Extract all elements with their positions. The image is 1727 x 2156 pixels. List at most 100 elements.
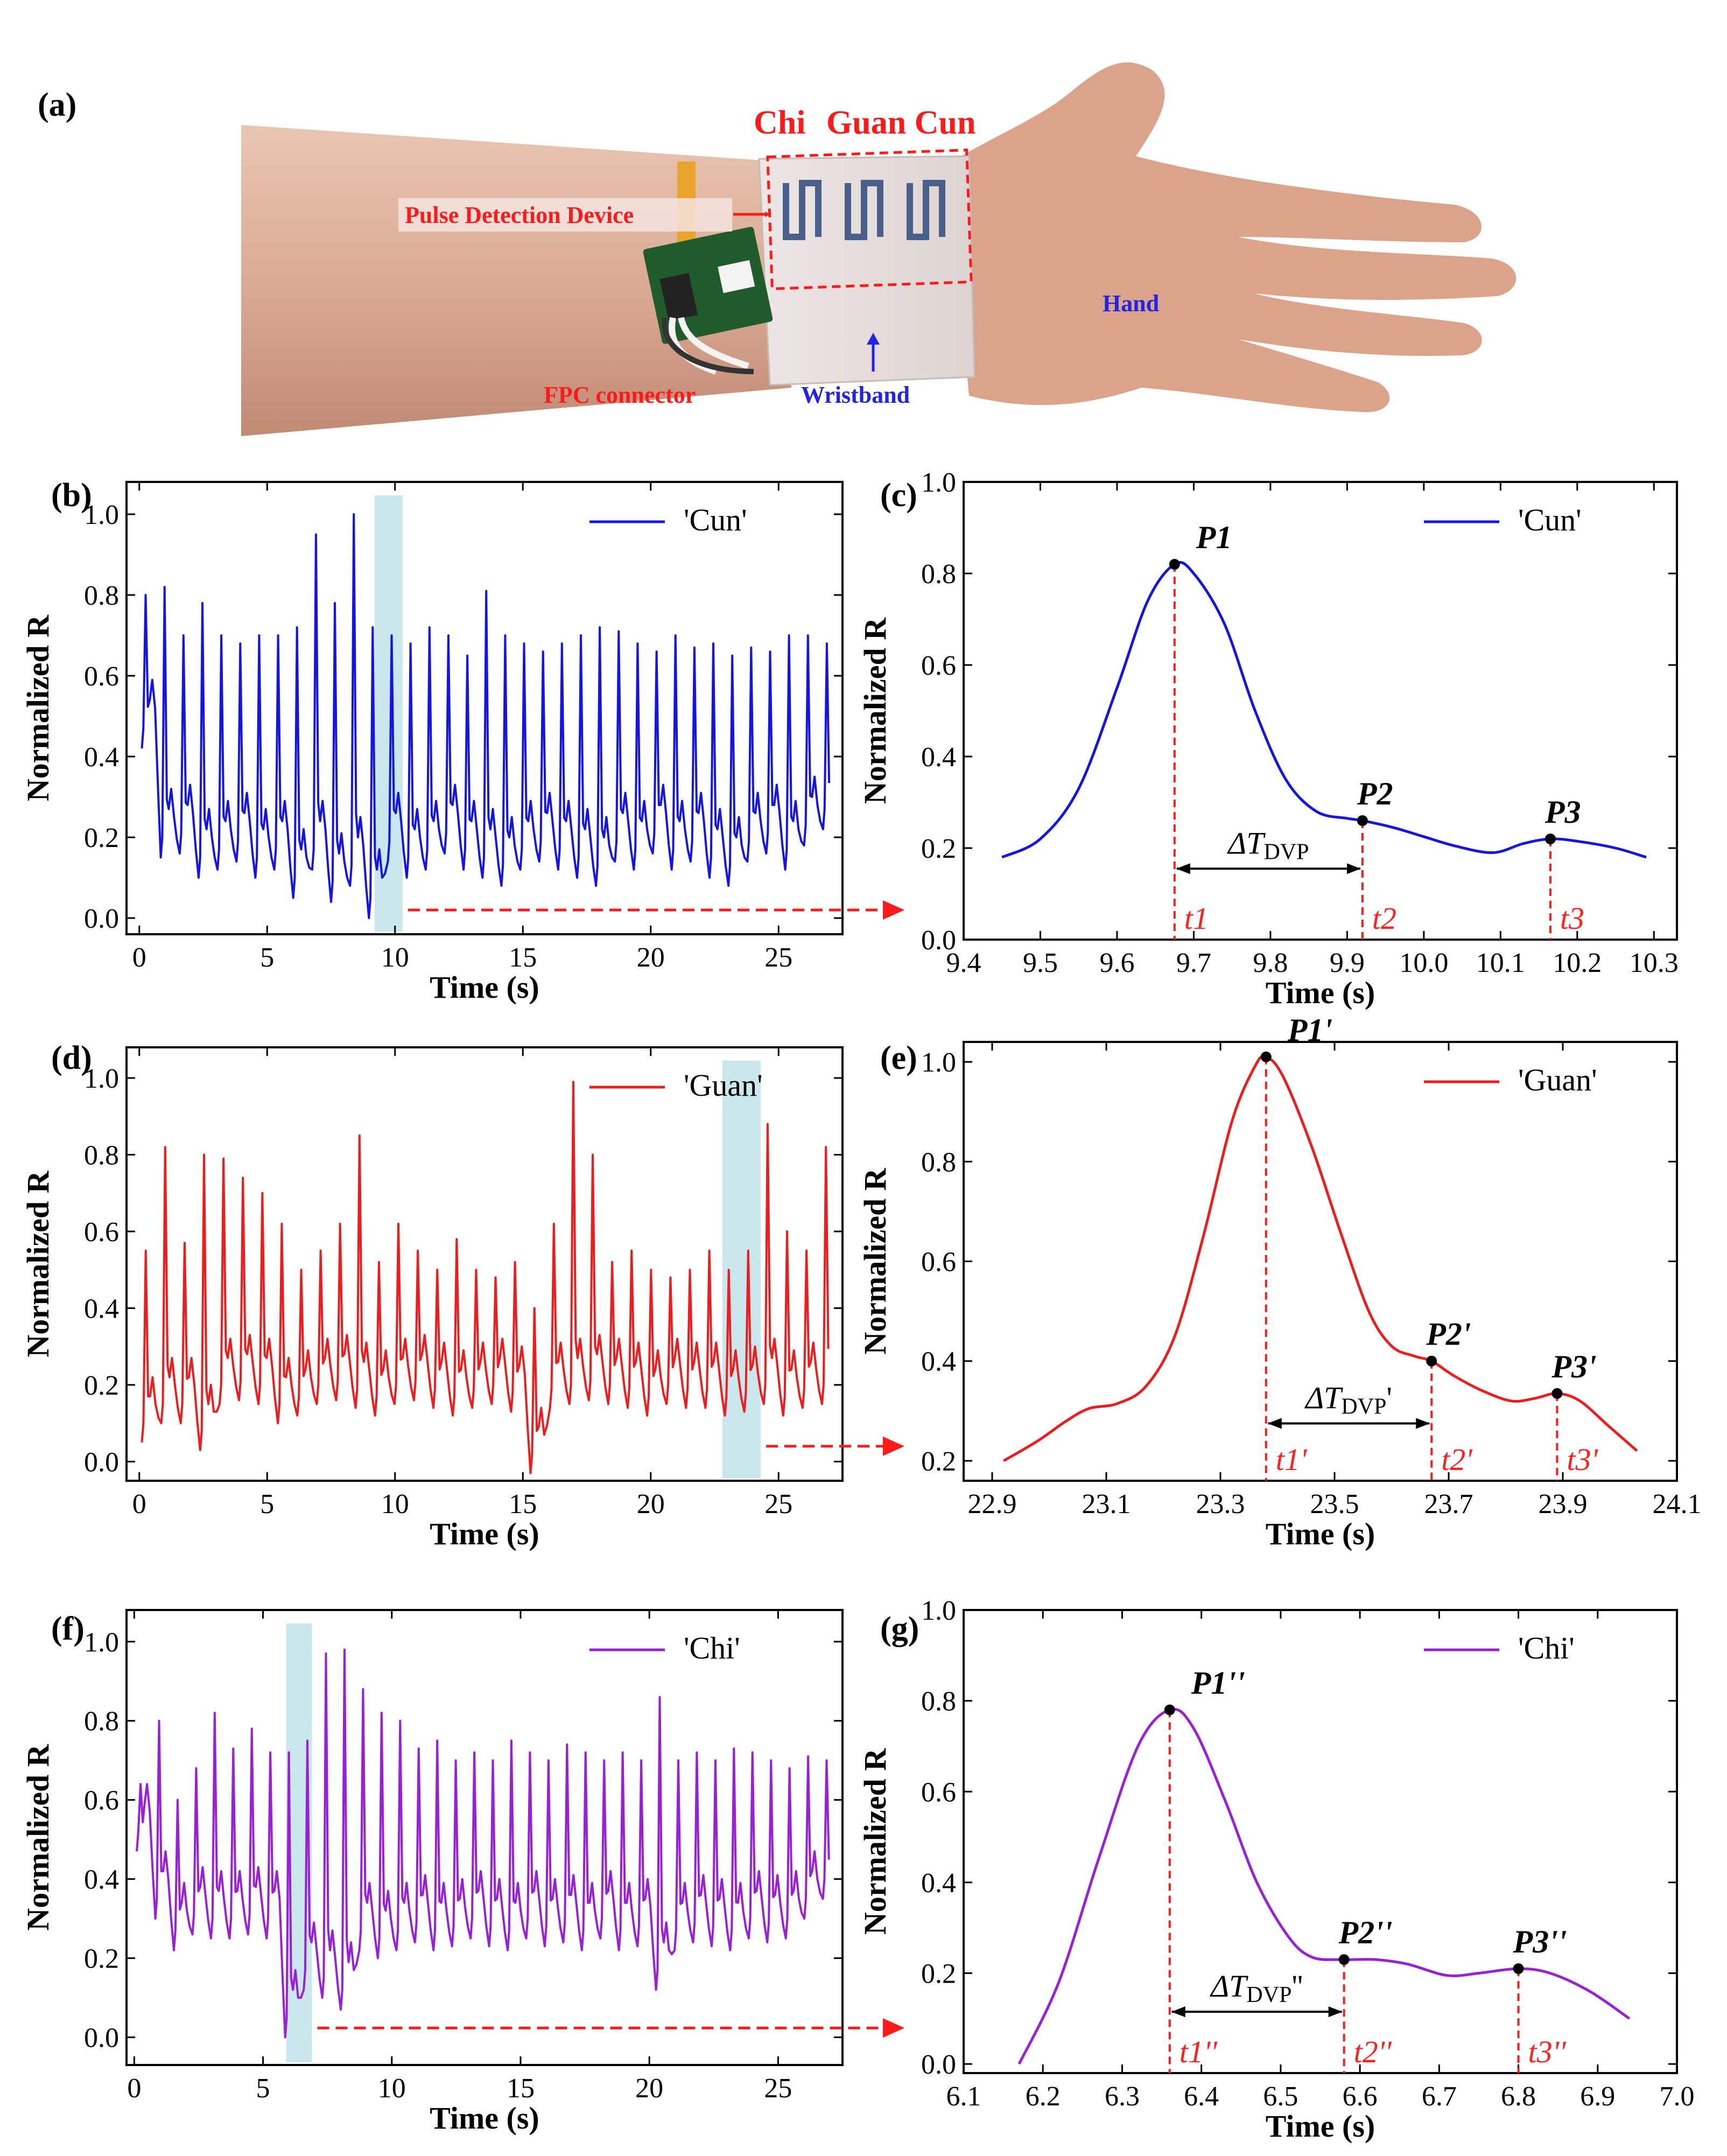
x-tick-label: 9.8 — [1253, 948, 1288, 978]
y-tick-label: 1.0 — [84, 1063, 119, 1094]
x-tick-label: 6.6 — [1343, 2081, 1378, 2112]
zoom-connectors — [317, 900, 904, 2038]
panel-label-b: (b) — [51, 477, 92, 514]
y-axis-label: Normalized R — [20, 1744, 55, 1930]
y-tick-label: 1.0 — [84, 1627, 119, 1658]
y-tick-label: 1.0 — [921, 1595, 956, 1626]
x-tick-label: 23.7 — [1424, 1489, 1473, 1520]
x-axis-label: Time (s) — [430, 1516, 539, 1551]
time-label: t1'' — [1180, 2034, 1218, 2069]
time-label: t2 — [1372, 901, 1396, 936]
peak-label: P3 — [1545, 794, 1581, 830]
dvp-label: ΔTDVP — [1227, 825, 1309, 864]
dvp-prime: ' — [1386, 1380, 1392, 1415]
y-axis-label: Normalized R — [20, 1170, 55, 1357]
x-axis-label: Time (s) — [1266, 975, 1375, 1010]
legend-label: 'Chi' — [684, 1630, 740, 1665]
site-label-guan-cun: Guan Cun — [826, 104, 975, 141]
peak-marker — [1357, 815, 1368, 826]
y-tick-label: 0.8 — [921, 559, 956, 590]
peak-label: P3' — [1551, 1349, 1596, 1384]
wristband-arrowhead — [867, 333, 880, 345]
photo-panel: (a) Chi Guan Cun — [38, 62, 1517, 436]
x-tick-label: 20 — [637, 942, 665, 973]
y-tick-label: 1.0 — [84, 500, 119, 530]
plot-frame — [963, 481, 1678, 941]
x-tick-label: 10.3 — [1630, 948, 1679, 978]
site-label-chi: Chi — [754, 104, 805, 141]
x-tick-label: 9.6 — [1099, 948, 1134, 978]
x-tick-label: 9.9 — [1330, 948, 1365, 978]
x-tick-label: 23.9 — [1539, 1489, 1588, 1520]
x-tick-label: 6.3 — [1105, 2081, 1140, 2112]
legend-label: 'Cun' — [1518, 502, 1582, 537]
y-tick-label: 0.6 — [921, 1247, 956, 1278]
fpc-callout: FPC connector — [544, 382, 696, 408]
panel-label-e: (e) — [880, 1040, 917, 1076]
y-tick-label: 0.4 — [921, 1347, 956, 1377]
y-tick-label: 0.0 — [84, 2023, 119, 2054]
peak-marker — [1260, 1051, 1272, 1062]
x-axis-label: Time (s) — [430, 2101, 539, 2136]
plot-frame — [125, 1609, 844, 2066]
device-callout: Pulse Detection Device — [405, 202, 634, 228]
x-tick-label: 6.1 — [946, 2081, 981, 2112]
chart-panel-g: (g) 6.1 6.2 6.3 6.4 6.5 6.6 6.7 6.8 6.9 7.0 0.0 0.2 0… — [858, 1595, 1695, 2144]
x-tick-label: 25 — [764, 1489, 792, 1520]
x-tick-label: 0 — [127, 2073, 141, 2104]
peak-marker — [1164, 1704, 1175, 1716]
plot-frame — [125, 481, 844, 935]
dvp-subscript: DVP — [1341, 1394, 1386, 1419]
chart-panel-b: (b) 0 5 10 15 20 25 0.0 0.2 0.4 0.6 0.8 1.0 Time (s) N… — [20, 477, 844, 1005]
x-tick-label: 10 — [381, 1489, 409, 1520]
x-tick-label: 5 — [256, 2073, 270, 2104]
y-tick-label: 0.6 — [84, 1217, 119, 1248]
y-axis-label: Normalized R — [858, 1167, 893, 1354]
zoom-arrowhead-d — [883, 1436, 904, 1456]
time-label: t2'' — [1354, 2034, 1393, 2069]
legend-label: 'Chi' — [1518, 1630, 1575, 1665]
dvp-subscript: DVP — [1246, 1983, 1291, 2007]
x-tick-label: 5 — [260, 942, 274, 973]
series-line — [136, 1648, 830, 2039]
chart-panel-e: (e) 22.9 23.1 23.3 23.5 23.7 23.9 24.1 0.2 0.4 0.6… — [858, 1012, 1702, 1551]
peak-label: P3'' — [1513, 1924, 1567, 1959]
x-tick-label: 10 — [378, 2073, 406, 2104]
panel-label-d: (d) — [51, 1040, 92, 1076]
legend-label: 'Guan' — [684, 1068, 763, 1103]
x-tick-label: 0 — [132, 942, 146, 973]
x-tick-label: 6.2 — [1026, 2081, 1061, 2112]
x-tick-label: 23.1 — [1082, 1489, 1131, 1520]
peak-label: P1 — [1196, 520, 1232, 555]
device-label-bg — [398, 198, 732, 232]
sensor-cun — [907, 180, 945, 240]
panel-label-c: (c) — [880, 477, 917, 514]
x-tick-label: 9.4 — [946, 948, 981, 978]
sensor-chi — [783, 180, 822, 240]
y-tick-label: 0.4 — [921, 742, 956, 773]
dvp-subscript: DVP — [1263, 839, 1309, 864]
x-tick-label: 25 — [764, 942, 792, 973]
dvp-symbol: ΔT — [1304, 1380, 1343, 1415]
highlight-window — [374, 495, 403, 932]
panel-label-f: (f) — [51, 1611, 85, 1647]
y-tick-label: 0.8 — [84, 1706, 119, 1737]
peak-label: P1' — [1287, 1012, 1332, 1048]
time-label: t3'' — [1528, 2034, 1567, 2069]
y-tick-label: 0.4 — [921, 1868, 956, 1899]
legend-label: 'Guan' — [1518, 1062, 1597, 1097]
y-tick-label: 0.2 — [84, 1944, 119, 1975]
peak-marker — [1169, 559, 1180, 570]
sensor-array — [783, 180, 945, 240]
x-tick-label: 25 — [764, 2073, 792, 2104]
x-tick-label: 7.0 — [1660, 2081, 1695, 2112]
plot-frame — [963, 1609, 1678, 2074]
peak-marker — [1338, 1954, 1350, 1965]
y-tick-label: 0.2 — [84, 1370, 119, 1401]
x-tick-label: 23.3 — [1196, 1489, 1245, 1520]
x-tick-label: 9.5 — [1023, 948, 1058, 978]
series-line — [1001, 561, 1647, 859]
peak-marker — [1552, 1388, 1563, 1399]
y-axis-label: Normalized R — [20, 614, 55, 801]
